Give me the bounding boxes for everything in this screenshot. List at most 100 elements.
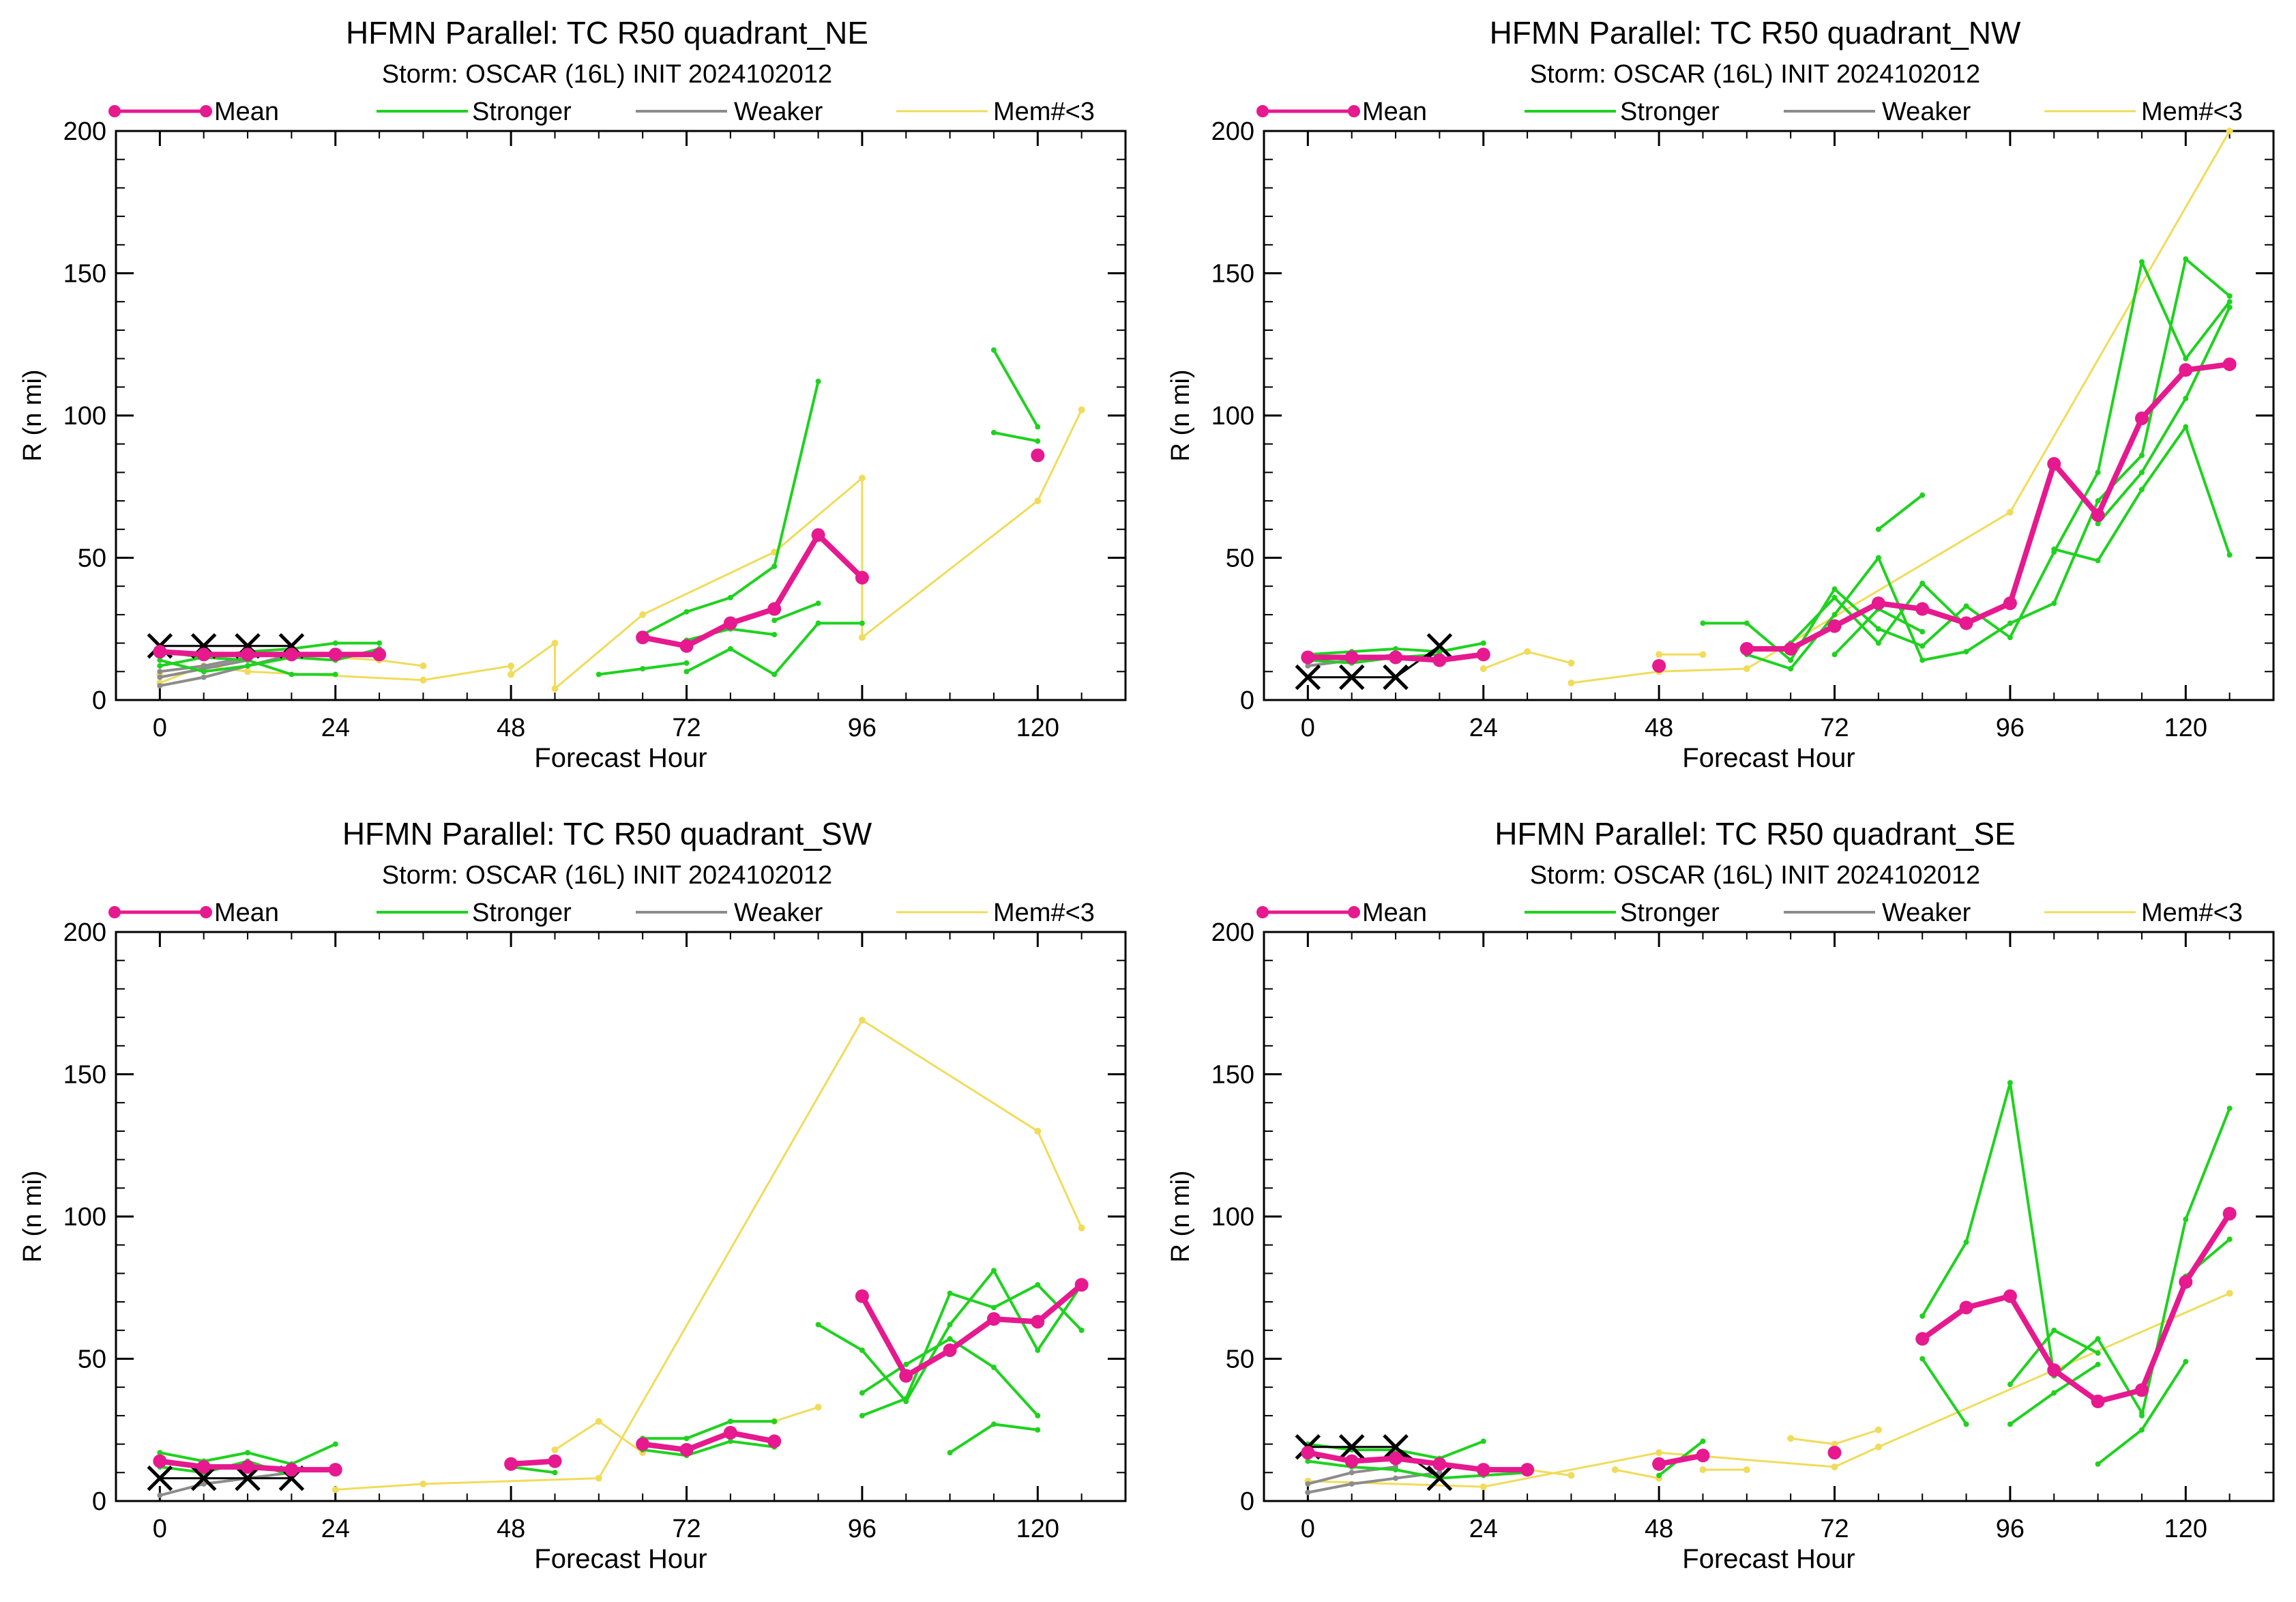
stronger-series-point xyxy=(903,1361,909,1367)
obs-x-marker xyxy=(1426,633,1453,659)
legend-label-mean: Mean xyxy=(1362,98,1427,126)
obs-x-marker xyxy=(1338,1434,1365,1460)
stronger-series-point xyxy=(859,1412,865,1418)
obs-line xyxy=(1308,645,1441,679)
stronger-series-point xyxy=(1743,620,1750,626)
mem-series-point xyxy=(332,1486,339,1494)
stronger-series-point xyxy=(727,1418,733,1425)
mem-series-point xyxy=(639,611,647,618)
mem-series-line xyxy=(334,1019,1083,1491)
x-axis-label: Forecast Hour xyxy=(534,1544,707,1574)
stronger-series-point xyxy=(2226,1236,2233,1242)
stronger-series-point xyxy=(2183,395,2189,401)
stronger-series-point xyxy=(2007,1382,2013,1388)
stronger-series-point xyxy=(2051,1327,2057,1333)
mean-series-point xyxy=(723,616,737,630)
y-tick-label: 100 xyxy=(63,1203,106,1232)
stronger-series-point xyxy=(2051,546,2057,552)
mem-series-point xyxy=(551,639,559,647)
y-axis-label: R (n mi) xyxy=(18,369,47,461)
mean-series-point xyxy=(636,1437,650,1451)
stronger-series-point xyxy=(2095,557,2101,564)
mean-series-point xyxy=(328,647,342,662)
stronger-series-point xyxy=(771,632,778,638)
legend: Mean Stronger Weaker Mem#<3 xyxy=(1256,899,2243,927)
y-tick-label: 100 xyxy=(1211,1203,1254,1232)
x-tick-label: 96 xyxy=(848,714,877,742)
stronger-series-point xyxy=(2138,469,2145,476)
stronger-series-point xyxy=(201,669,207,675)
mean-series-point xyxy=(2047,456,2061,471)
mem-series-point xyxy=(1699,1466,1707,1474)
stronger-series-point xyxy=(2051,1390,2057,1396)
stronger-series-point xyxy=(2095,1361,2101,1367)
weaker-series-line xyxy=(158,1471,293,1497)
mean-series-point xyxy=(2179,1275,2193,1289)
stronger-series-point xyxy=(947,1290,953,1296)
x-tick-label: 96 xyxy=(1996,1515,2025,1543)
mean-series-point xyxy=(1652,658,1666,673)
stronger-series-line xyxy=(510,1465,557,1474)
mean-series-point xyxy=(1959,1300,1973,1315)
x-tick-label: 48 xyxy=(497,1515,525,1543)
x-tick-label: 48 xyxy=(1645,1515,1673,1543)
chart-title: HFMN Parallel: TC R50 quadrant_SE xyxy=(1495,816,2016,851)
stronger-series-point xyxy=(1788,657,1794,663)
mean-series-point xyxy=(548,1454,562,1468)
stronger-series-point xyxy=(2095,1350,2101,1356)
legend: Mean Stronger Weaker Mem#<3 xyxy=(1256,98,2243,126)
mean-series-point xyxy=(1031,448,1045,463)
x-tick-label: 24 xyxy=(321,1515,350,1543)
stronger-series-line xyxy=(158,647,381,673)
stronger-series-point xyxy=(1919,581,1926,587)
stronger-series-point xyxy=(1035,1427,1041,1433)
stronger-series-point xyxy=(157,1450,163,1456)
stronger-series-point xyxy=(1480,1438,1486,1444)
mean-series-point xyxy=(1344,1454,1359,1468)
stronger-series-line xyxy=(1306,653,1441,665)
mean-series-point xyxy=(767,602,782,616)
legend-label-stronger: Stronger xyxy=(472,899,572,927)
stronger-series-point xyxy=(2138,452,2145,458)
stronger-series-line xyxy=(860,1283,1083,1417)
mean-series-point xyxy=(636,630,650,645)
stronger-series-point xyxy=(1035,1282,1041,1288)
x-tick-label: 0 xyxy=(153,1515,167,1543)
stronger-series-line xyxy=(1876,493,1924,531)
legend-marker-mean xyxy=(200,906,212,918)
mean-series-point xyxy=(943,1343,957,1357)
mean-series-point xyxy=(284,647,299,662)
stronger-series-point xyxy=(2095,469,2101,476)
stronger-series-point xyxy=(1919,657,1926,663)
obs-x-marker xyxy=(235,1465,261,1491)
stronger-series-point xyxy=(990,347,997,353)
y-axis-label: R (n mi) xyxy=(1166,369,1195,461)
stronger-series-point xyxy=(859,1390,865,1396)
mean-series-point xyxy=(1827,619,1842,633)
stronger-series-point xyxy=(990,1365,997,1371)
stronger-series-point xyxy=(1831,652,1838,658)
mem-series-point xyxy=(595,1418,602,1425)
mean-series-point xyxy=(2222,357,2237,371)
stronger-series-point xyxy=(552,1470,558,1476)
legend: Mean Stronger Weaker Mem#<3 xyxy=(108,899,1095,927)
weaker-series-point xyxy=(157,674,163,680)
weaker-series-point xyxy=(1349,1470,1355,1476)
legend-label-weaker: Weaker xyxy=(734,899,823,927)
mem-series-point xyxy=(1611,1466,1619,1474)
chart-subtitle: Storm: OSCAR (16L) INIT 2024102012 xyxy=(1530,60,1980,89)
stronger-series-point xyxy=(289,671,295,678)
y-tick-label: 150 xyxy=(63,260,106,289)
mem-series-line xyxy=(773,1406,820,1423)
weaker-series-line xyxy=(1306,1471,1441,1494)
mean-series-point xyxy=(1074,1278,1089,1292)
mean-series-line xyxy=(1743,361,2233,652)
mem-series-point xyxy=(858,634,866,641)
legend-marker-mean xyxy=(108,105,121,117)
stronger-series-point xyxy=(2226,552,2233,558)
stronger-series-point xyxy=(1875,526,1881,532)
stronger-series-point xyxy=(1480,640,1486,646)
stronger-series-point xyxy=(1305,1458,1311,1464)
legend-label-mean: Mean xyxy=(1362,899,1427,927)
mean-series-point xyxy=(1301,1446,1315,1460)
